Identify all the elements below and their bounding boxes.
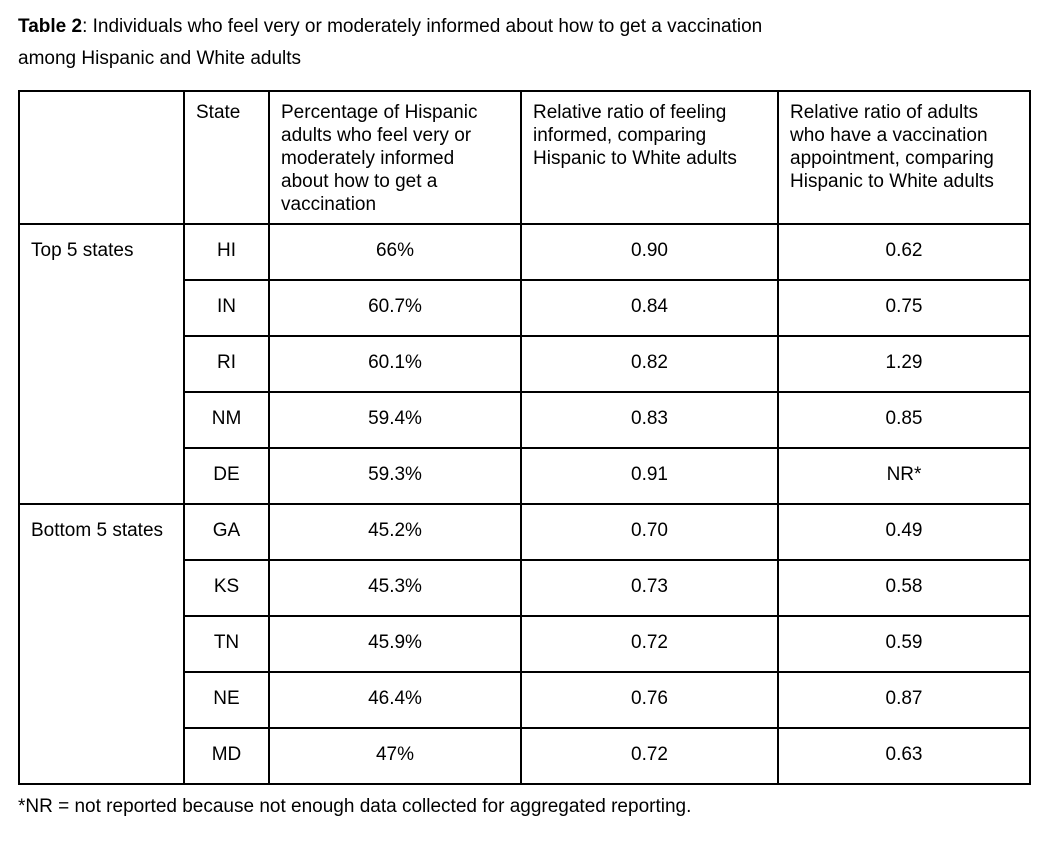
header-cell-ratio-appointment: Relative ratio of adults who have a vacc… — [777, 90, 1031, 225]
ratio-appointment-cell: 0.85 — [777, 391, 1031, 449]
ratio-informed-cell: 0.91 — [520, 447, 779, 505]
ratio-informed-cell: 0.72 — [520, 727, 779, 785]
pct-informed-cell: 45.9% — [268, 615, 522, 673]
state-cell: TN — [183, 615, 270, 673]
table-row: DE 59.3% 0.91 NR* — [19, 447, 1031, 505]
ratio-informed-cell: 0.84 — [520, 279, 779, 337]
pct-informed-cell: 66% — [268, 223, 522, 281]
state-cell: DE — [183, 447, 270, 505]
table-row: Bottom 5 states GA 45.2% 0.70 0.49 — [18, 503, 1031, 785]
state-cell: RI — [183, 335, 270, 393]
ratio-informed-cell: 0.73 — [520, 559, 779, 617]
ratio-informed-cell: 0.76 — [520, 671, 779, 729]
table-title-line2: among Hispanic and White adults — [18, 48, 302, 69]
pct-informed-cell: 45.2% — [268, 503, 522, 561]
state-cell: IN — [183, 279, 270, 337]
pct-informed-cell: 46.4% — [268, 671, 522, 729]
state-cell: GA — [183, 503, 270, 561]
state-cell: KS — [183, 559, 270, 617]
header-cell-empty — [18, 90, 185, 225]
ratio-appointment-cell: 1.29 — [777, 335, 1031, 393]
ratio-appointment-cell: 0.87 — [777, 671, 1031, 729]
pct-informed-cell: 59.3% — [268, 447, 522, 505]
table-row: KS 45.3% 0.73 0.58 — [19, 559, 1031, 617]
ratio-informed-cell: 0.82 — [520, 335, 779, 393]
table-title: Table 2: Individuals who feel very or mo… — [18, 11, 1045, 75]
ratio-appointment-cell: NR* — [777, 447, 1031, 505]
table-row: MD 47% 0.72 0.63 — [19, 727, 1031, 785]
table-row: TN 45.9% 0.72 0.59 — [19, 615, 1031, 673]
table-row: NE 46.4% 0.76 0.87 — [19, 671, 1031, 729]
ratio-appointment-cell: 0.63 — [777, 727, 1031, 785]
header-cell-percentage-informed: Percentage of Hispanic adults who feel v… — [268, 90, 522, 225]
document-page: Table 2: Individuals who feel very or mo… — [18, 11, 1045, 817]
footnote-nr: *NR = not reported because not enough da… — [18, 796, 692, 817]
ratio-informed-cell: 0.83 — [520, 391, 779, 449]
state-cell: MD — [183, 727, 270, 785]
table-row: IN 60.7% 0.84 0.75 — [19, 279, 1031, 337]
table-title-line1: Table 2: Individuals who feel very or mo… — [18, 11, 1045, 43]
table-2: State Percentage of Hispanic adults who … — [18, 90, 1031, 785]
table-title-label: Table 2 — [18, 16, 83, 37]
table-row: RI 60.1% 0.82 1.29 — [19, 335, 1031, 393]
ratio-informed-cell: 0.72 — [520, 615, 779, 673]
state-cell: HI — [183, 223, 270, 281]
ratio-appointment-cell: 0.49 — [777, 503, 1031, 561]
table-row: NM 59.4% 0.83 0.85 — [19, 391, 1031, 449]
pct-informed-cell: 59.4% — [268, 391, 522, 449]
pct-informed-cell: 60.1% — [268, 335, 522, 393]
table-title-text: : Individuals who feel very or moderatel… — [82, 16, 763, 37]
table-row: Top 5 states HI 66% 0.90 0.62 — [18, 223, 1031, 505]
ratio-appointment-cell: 0.58 — [777, 559, 1031, 617]
header-cell-ratio-informed: Relative ratio of feeling informed, comp… — [520, 90, 779, 225]
pct-informed-cell: 47% — [268, 727, 522, 785]
state-cell: NE — [183, 671, 270, 729]
header-cell-state: State — [183, 90, 270, 225]
pct-informed-cell: 60.7% — [268, 279, 522, 337]
group-label-top5: Top 5 states — [18, 223, 185, 505]
ratio-informed-cell: 0.90 — [520, 223, 779, 281]
header-row: State Percentage of Hispanic adults who … — [18, 90, 1031, 225]
pct-informed-cell: 45.3% — [268, 559, 522, 617]
ratio-appointment-cell: 0.59 — [777, 615, 1031, 673]
group-label-bottom5: Bottom 5 states — [18, 503, 185, 785]
ratio-informed-cell: 0.70 — [520, 503, 779, 561]
ratio-appointment-cell: 0.62 — [777, 223, 1031, 281]
ratio-appointment-cell: 0.75 — [777, 279, 1031, 337]
state-cell: NM — [183, 391, 270, 449]
